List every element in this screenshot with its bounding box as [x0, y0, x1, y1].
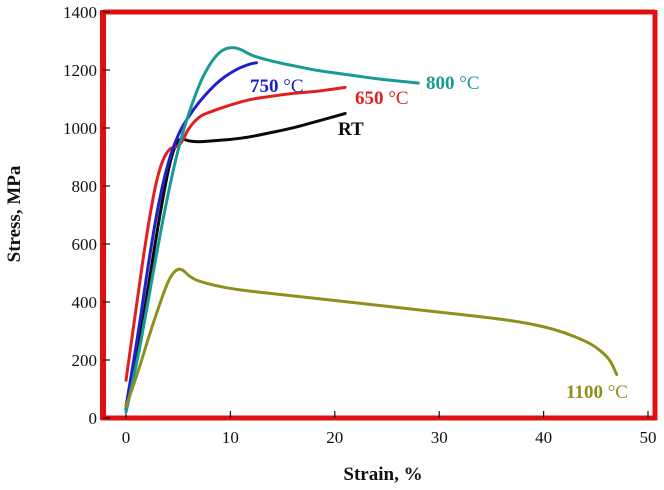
- series-line-rt: [124, 112, 347, 411]
- series-group: [124, 46, 619, 414]
- x-tick-label: 20: [326, 428, 343, 447]
- x-tick-label: 30: [431, 428, 448, 447]
- y-tick-label: 400: [72, 293, 98, 312]
- x-tick-label: 10: [222, 428, 239, 447]
- y-tick-label: 600: [72, 235, 98, 254]
- y-tick-label: 0: [89, 409, 98, 428]
- series-label-650-c: 650 °C: [355, 88, 409, 109]
- y-tick-label: 1000: [63, 119, 97, 138]
- y-axis-title: Stress, MPa: [4, 165, 25, 262]
- x-tick-label: 50: [640, 428, 657, 447]
- series-label-rt: RT: [338, 119, 364, 140]
- y-axis: 0 200 400 600 800 1000 1200 1400: [63, 3, 110, 428]
- series-line-750-c: [124, 61, 258, 408]
- y-tick-label: 1400: [63, 3, 97, 22]
- y-tick-label: 1200: [63, 61, 97, 80]
- x-tick-label: 40: [535, 428, 552, 447]
- x-axis-title: Strain, %: [343, 464, 422, 485]
- y-tick-label: 800: [72, 177, 98, 196]
- series-label-800-c: 800 °C: [426, 73, 480, 94]
- series-label-750-c: 750 °C: [250, 76, 304, 97]
- plot-area: [100, 9, 658, 421]
- y-tick-label: 200: [72, 351, 98, 370]
- x-tick-label: 0: [122, 428, 131, 447]
- series-line-650-c: [124, 85, 347, 382]
- series-label-1100-c: 1100 °C: [566, 382, 628, 403]
- series-labels: RT 650 °C 750 °C 800 °C 1100 °C: [250, 73, 628, 403]
- series-line-800-c: [124, 46, 420, 414]
- x-axis: 0 10 20 30 40 50: [122, 411, 657, 447]
- series-line-1100-c: [124, 267, 619, 408]
